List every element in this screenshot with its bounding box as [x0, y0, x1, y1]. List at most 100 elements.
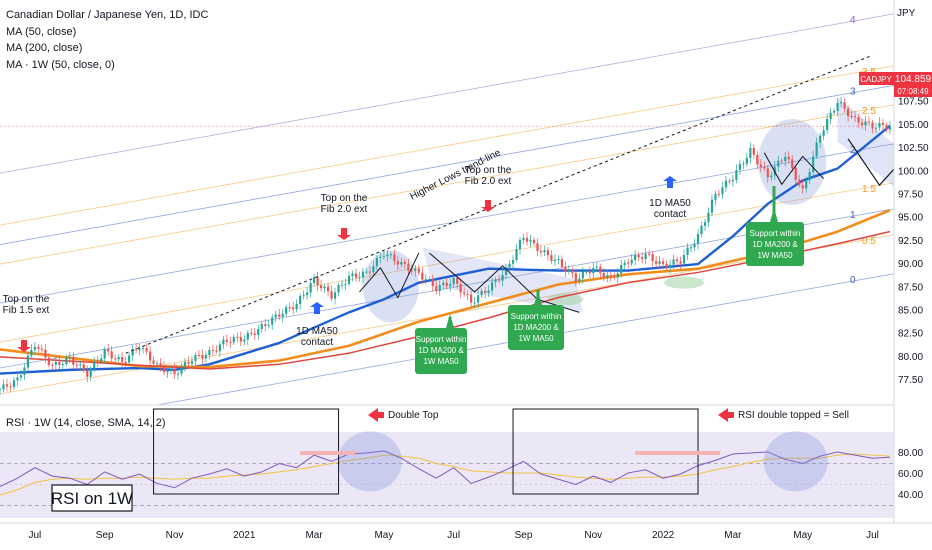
- rsi-axis[interactable]: 40.00 60.00 80.00: [898, 448, 923, 501]
- candle-body: [477, 295, 480, 303]
- candle-body: [623, 262, 626, 266]
- time-tick-label: Nov: [166, 530, 184, 541]
- candle-body: [518, 240, 522, 250]
- candle-body: [131, 349, 134, 356]
- candle-body: [278, 314, 281, 317]
- indicator-ma50-label[interactable]: MA (50, close): [6, 26, 76, 38]
- rsi-highlight: [763, 431, 828, 492]
- candle-body: [805, 180, 808, 189]
- indicator-ma200-label[interactable]: MA (200, close): [6, 42, 82, 54]
- time-tick-label: 2022: [652, 530, 675, 541]
- candle-body: [463, 292, 466, 294]
- candle-body: [871, 122, 874, 129]
- candle-body: [396, 261, 399, 265]
- candle-body: [58, 361, 61, 366]
- time-tick-label: Mar: [305, 530, 323, 541]
- support-callout-text: 1W MA50: [423, 357, 459, 366]
- annotation-fib15: Top on the: [3, 294, 50, 305]
- candle-body: [264, 324, 267, 326]
- candle-body: [574, 273, 577, 282]
- candle-body: [728, 180, 731, 182]
- candle-body: [742, 163, 745, 165]
- support-callout: [746, 222, 804, 266]
- candle-body: [229, 341, 232, 343]
- candle-body: [337, 284, 340, 293]
- candle-body: [515, 249, 518, 261]
- rsi-indicator-label[interactable]: RSI · 1W (14, close, SMA, 14, 2): [6, 417, 166, 429]
- annotation-fib15: Fib 1.5 ext: [3, 305, 50, 316]
- price-axis[interactable]: 77.50 80.00 82.50 85.00 87.50 90.00 92.50 95.00…: [898, 97, 929, 386]
- candle-body: [602, 272, 605, 278]
- fib-level-label: 0.5: [862, 236, 876, 247]
- candle-body: [417, 268, 420, 273]
- candle-body: [30, 349, 33, 356]
- candle-body: [152, 360, 155, 364]
- candle-body: [135, 349, 138, 351]
- support-callout-text: Support within: [511, 312, 562, 321]
- candle-body: [738, 163, 741, 170]
- candle-body: [218, 344, 221, 352]
- candle-body: [295, 304, 298, 310]
- rsi-top-marker: [635, 451, 721, 455]
- candle-body: [271, 317, 274, 325]
- candle-body: [89, 368, 92, 377]
- time-tick-label: Jul: [866, 530, 879, 541]
- candle-body: [717, 193, 721, 195]
- rsi-tick-label: 40.00: [898, 490, 923, 501]
- candle-body: [23, 367, 26, 376]
- current-price: 104.859: [895, 74, 932, 85]
- candle-body: [428, 279, 431, 281]
- candle-body: [208, 349, 211, 356]
- candle-body: [609, 275, 612, 277]
- candle-body: [326, 286, 330, 292]
- time-axis[interactable]: Jul Sep Nov 2021 Mar May Jul Sep Nov 2022 Mar May Ju…: [29, 530, 932, 541]
- candle-body: [61, 364, 64, 366]
- candle-body: [620, 265, 623, 274]
- candle-body: [564, 266, 567, 272]
- candle-body: [759, 164, 762, 167]
- candle-body: [525, 237, 529, 242]
- rsi-ma-line: [0, 453, 890, 496]
- candle-body: [44, 349, 47, 358]
- candle-body: [770, 175, 773, 178]
- candle-body: [288, 307, 291, 309]
- candle-body: [655, 261, 658, 264]
- indicator-ma1w-label[interactable]: MA · 1W (50, close, 0): [6, 59, 115, 71]
- candle-body: [864, 121, 867, 126]
- candle-body: [815, 142, 818, 157]
- fib-level-label: 1: [850, 210, 856, 221]
- price-tick-label: 87.50: [898, 282, 923, 293]
- candle-body: [176, 373, 180, 375]
- candle-body: [850, 116, 853, 118]
- candle-body: [232, 337, 235, 343]
- fib-level-label: 2: [850, 145, 856, 156]
- pattern-path: [763, 152, 825, 186]
- fib-level-label: 1.5: [862, 184, 876, 195]
- candle-body: [361, 271, 365, 278]
- candle-body: [281, 313, 284, 317]
- candle-body: [480, 291, 483, 296]
- candle-body: [190, 360, 194, 364]
- candle-body: [299, 295, 302, 305]
- candle-body: [829, 112, 832, 119]
- candle-body: [853, 116, 857, 118]
- candle-body: [12, 380, 16, 387]
- candle-body: [839, 102, 843, 104]
- candle-body: [735, 169, 738, 180]
- fib-line-3-5: [0, 65, 894, 226]
- candle-body: [169, 368, 173, 371]
- candle-body: [54, 361, 57, 365]
- rsi-top-marker: [300, 451, 356, 455]
- candle-body: [504, 267, 508, 275]
- time-tick-label: Sep: [515, 530, 533, 541]
- candle-body: [114, 358, 117, 360]
- candle-body: [668, 264, 672, 268]
- candle-body: [173, 368, 176, 375]
- candle-body: [599, 266, 602, 273]
- candle-body: [641, 257, 644, 260]
- fib-line-4: [0, 13, 894, 174]
- candle-body: [16, 377, 19, 381]
- annotation-ma50-contact-2: 1D MA50: [649, 198, 691, 209]
